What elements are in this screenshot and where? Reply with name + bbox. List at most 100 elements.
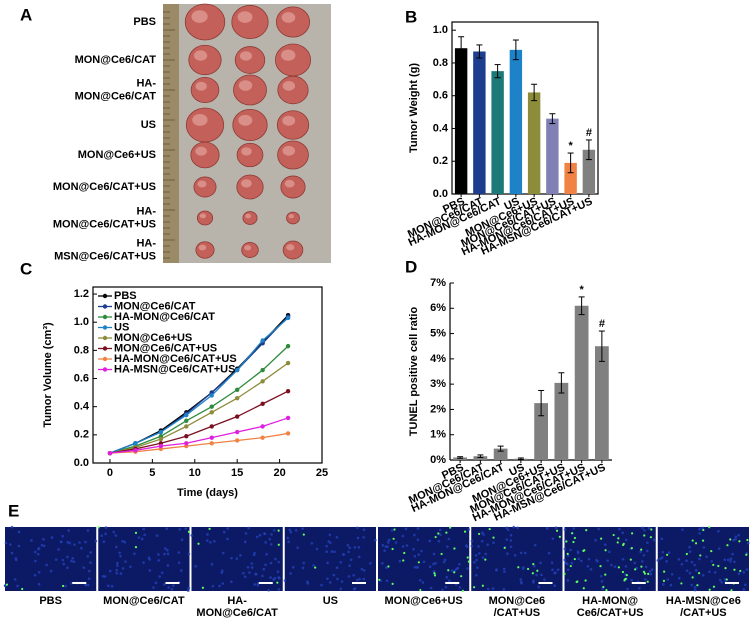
nucleus: [677, 558, 681, 561]
nucleus: [10, 525, 14, 529]
nucleus: [283, 579, 287, 582]
tunel-spot: [558, 535, 561, 538]
tunel-spot: [612, 533, 615, 537]
nucleus: [626, 587, 629, 591]
nucleus: [533, 564, 536, 568]
marker: [234, 414, 240, 419]
tunel-spot: [378, 578, 381, 581]
bar: [527, 92, 541, 194]
nucleus: [647, 527, 651, 530]
nucleus: [613, 565, 617, 568]
nucleus: [9, 543, 12, 546]
nucleus: [445, 575, 449, 579]
error-bar: [598, 330, 605, 362]
tunel-spot: [532, 562, 535, 566]
nucleus: [713, 571, 717, 574]
nucleus: [59, 540, 63, 544]
tumor: [185, 107, 225, 143]
micro-label: PBS: [39, 595, 62, 607]
nucleus: [644, 565, 648, 569]
nucleus: [172, 584, 175, 587]
photo-label: MSN@Ce6/CAT+US: [54, 250, 156, 262]
legend-label: MON@Ce6/CAT: [114, 300, 196, 312]
panel-label: C: [20, 259, 32, 278]
nucleus: [535, 573, 538, 577]
tunel-spot: [302, 533, 305, 536]
nucleus: [708, 570, 711, 574]
y-tick-label: 1%: [430, 429, 446, 441]
marker: [184, 424, 189, 429]
significance-mark: #: [586, 127, 592, 139]
tumor-highlight: [282, 115, 296, 126]
tunel-spot: [729, 538, 732, 541]
legend-marker: [102, 356, 108, 362]
tunel-spot: [649, 536, 653, 539]
x-axis-label: Time (days): [177, 487, 238, 499]
nucleus: [163, 552, 166, 556]
nucleus: [17, 530, 21, 534]
nucleus: [289, 530, 293, 534]
error-bar: [497, 445, 504, 452]
nucleus: [522, 566, 525, 569]
nucleus: [37, 571, 41, 574]
nucleus: [726, 558, 730, 562]
nucleus: [13, 578, 17, 581]
nucleus: [346, 543, 350, 547]
legend-label: HA-MON@Ce6/CAT: [114, 311, 215, 323]
tumor-highlight: [198, 244, 207, 251]
y-tick-label: 1.0: [433, 24, 448, 36]
nucleus: [267, 588, 270, 592]
nucleus: [446, 545, 449, 548]
error-bar: [531, 83, 538, 102]
y-tick-label: 0.0: [433, 188, 448, 200]
tunel-spot: [571, 532, 574, 535]
tunel-spot: [277, 543, 280, 546]
nucleus: [661, 583, 665, 586]
nucleus: [690, 560, 694, 564]
nucleus: [142, 561, 145, 564]
nucleus: [694, 569, 698, 572]
nucleus: [437, 539, 441, 543]
nucleus: [607, 550, 611, 554]
tunel-spot: [642, 570, 646, 573]
nucleus: [264, 541, 267, 544]
x-tick-label: 10: [189, 467, 201, 479]
y-tick-label: 0.2: [74, 429, 89, 441]
marker: [285, 388, 291, 394]
tumor: [236, 142, 264, 168]
tumor-highlight: [197, 180, 207, 188]
nucleus: [167, 586, 170, 589]
x-tick-label: 15: [231, 467, 243, 479]
nucleus: [737, 533, 741, 537]
marker: [209, 424, 214, 429]
nucleus: [330, 550, 334, 553]
nucleus: [177, 561, 181, 565]
nucleus: [685, 559, 688, 563]
nucleus: [710, 559, 713, 563]
nucleus: [357, 546, 361, 549]
nucleus: [66, 555, 69, 559]
tunel-spot: [460, 575, 463, 578]
nucleus: [506, 552, 509, 556]
nucleus: [586, 564, 590, 568]
tunel-spot: [434, 535, 437, 539]
nucleus: [404, 527, 408, 531]
nucleus: [733, 560, 736, 564]
micro-label: HA-: [227, 595, 247, 607]
nucleus: [665, 560, 669, 563]
y-tick-label: 6%: [430, 302, 446, 314]
error-bar: [538, 389, 545, 417]
nucleus: [438, 528, 442, 532]
nucleus: [36, 552, 40, 556]
nucleus: [140, 537, 144, 541]
tumor-highlight: [281, 49, 296, 61]
tumor: [236, 174, 264, 200]
nucleus: [160, 571, 164, 575]
nucleus: [677, 577, 681, 580]
plot-frame: [451, 21, 599, 195]
legend-label: PBS: [114, 290, 137, 302]
tumor-highlight: [282, 145, 296, 156]
legend-label: MON@Ce6/CAT+US: [114, 342, 217, 354]
nucleus: [306, 582, 310, 585]
tunel-spot: [696, 584, 699, 587]
